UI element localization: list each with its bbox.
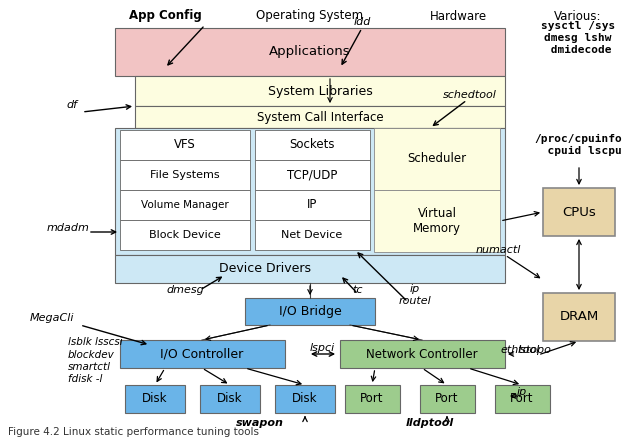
Text: lsblk lsscsi: lsblk lsscsi <box>68 337 123 347</box>
Bar <box>374 190 500 252</box>
Text: Disk: Disk <box>142 392 168 406</box>
Text: numactl: numactl <box>475 245 520 255</box>
Text: df: df <box>67 100 77 110</box>
Bar <box>115 255 505 283</box>
Bar <box>115 28 505 76</box>
Text: blockdev: blockdev <box>68 350 115 360</box>
Bar <box>255 220 370 250</box>
Bar <box>255 160 370 190</box>
Text: Port: Port <box>510 392 534 406</box>
Text: Port: Port <box>435 392 459 406</box>
Text: ip
routel: ip routel <box>399 284 432 306</box>
Text: smartctl: smartctl <box>68 362 111 372</box>
Text: Port: Port <box>360 392 384 406</box>
Bar <box>120 340 285 368</box>
Bar <box>135 106 505 128</box>
Text: System Libraries: System Libraries <box>268 85 372 98</box>
Text: Network Controller: Network Controller <box>366 347 478 360</box>
Bar <box>120 220 250 250</box>
Text: swapon: swapon <box>236 418 284 428</box>
Text: mdadm: mdadm <box>47 223 89 233</box>
Text: /proc/cpuinfo
  cpuid lscpu: /proc/cpuinfo cpuid lscpu <box>534 134 622 156</box>
Text: System Call Interface: System Call Interface <box>256 110 383 124</box>
Text: I/O Bridge: I/O Bridge <box>278 304 341 318</box>
Bar <box>543 293 615 341</box>
Text: Disk: Disk <box>217 392 243 406</box>
Text: Virtual
Memory: Virtual Memory <box>413 207 461 235</box>
Text: sysctl /sys
dmesg lshw
 dmidecode: sysctl /sys dmesg lshw dmidecode <box>541 21 615 55</box>
Text: Operating System: Operating System <box>256 10 364 22</box>
Text: Sockets: Sockets <box>289 138 335 152</box>
Text: App Config: App Config <box>129 10 202 22</box>
Text: Block Device: Block Device <box>149 230 221 240</box>
Text: Various:: Various: <box>554 10 602 22</box>
Text: Scheduler: Scheduler <box>408 152 467 166</box>
Text: ip: ip <box>517 387 527 397</box>
Text: lldptool: lldptool <box>406 418 454 428</box>
Text: fdisk -l: fdisk -l <box>68 374 102 384</box>
Bar <box>340 340 505 368</box>
Text: schedtool: schedtool <box>443 90 497 100</box>
Bar <box>200 385 260 413</box>
Bar <box>135 76 505 106</box>
Text: CPUs: CPUs <box>562 205 596 219</box>
Text: Device Drivers: Device Drivers <box>219 262 311 276</box>
Text: IP: IP <box>307 198 317 212</box>
Text: ldd: ldd <box>353 17 370 27</box>
Text: TCP/UDP: TCP/UDP <box>287 169 337 181</box>
Bar <box>125 385 185 413</box>
Bar <box>115 128 505 255</box>
Bar <box>374 128 500 190</box>
Text: lstopo: lstopo <box>518 345 552 355</box>
Bar <box>420 385 475 413</box>
Text: Disk: Disk <box>292 392 318 406</box>
Text: Figure 4.2 Linux static performance tuning tools: Figure 4.2 Linux static performance tuni… <box>8 427 259 437</box>
Bar <box>255 190 370 220</box>
Text: File Systems: File Systems <box>150 170 220 180</box>
Text: Volume Manager: Volume Manager <box>141 200 229 210</box>
Text: Hardware: Hardware <box>430 10 486 22</box>
Text: MegaCli: MegaCli <box>30 313 74 323</box>
Bar <box>245 298 375 325</box>
Bar <box>345 385 400 413</box>
Text: Applications: Applications <box>269 46 351 59</box>
Bar <box>120 160 250 190</box>
Bar <box>120 130 250 160</box>
Bar <box>255 130 370 160</box>
Bar <box>275 385 335 413</box>
Text: I/O Controller: I/O Controller <box>161 347 244 360</box>
Bar <box>120 190 250 220</box>
Bar <box>543 188 615 236</box>
Text: VFS: VFS <box>174 138 196 152</box>
Bar <box>495 385 550 413</box>
Text: dmesg: dmesg <box>166 285 204 295</box>
Text: tc: tc <box>353 285 364 295</box>
Text: Net Device: Net Device <box>282 230 343 240</box>
Text: DRAM: DRAM <box>559 311 598 324</box>
Text: ethtool: ethtool <box>500 345 540 355</box>
Text: lspci: lspci <box>309 343 335 353</box>
